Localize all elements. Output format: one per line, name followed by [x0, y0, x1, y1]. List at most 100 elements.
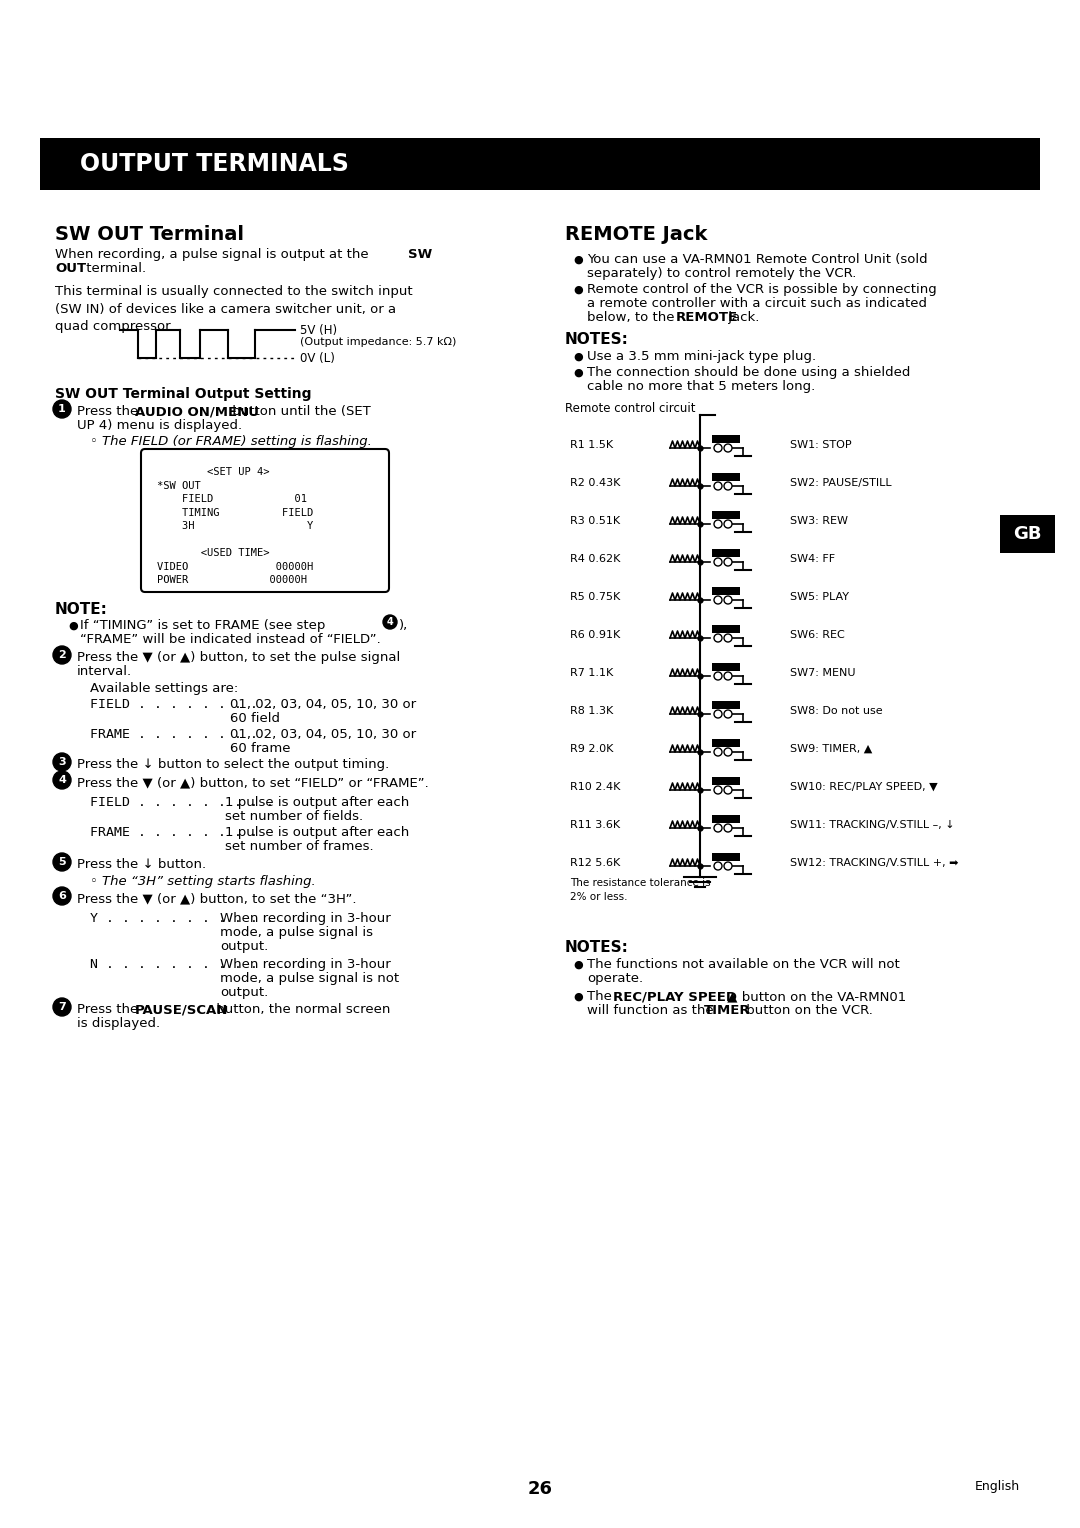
Text: 2% or less.: 2% or less.: [570, 892, 627, 902]
Text: Press the ↓ button to select the output timing.: Press the ↓ button to select the output …: [77, 758, 389, 772]
Text: 5: 5: [58, 857, 66, 866]
Text: R1 1.5K: R1 1.5K: [570, 440, 613, 451]
Circle shape: [714, 785, 723, 795]
Text: ◦: ◦: [90, 876, 106, 888]
Text: button on the VCR.: button on the VCR.: [742, 1004, 873, 1018]
Text: Available settings are:: Available settings are:: [90, 681, 239, 695]
Circle shape: [714, 862, 723, 869]
Text: button until the (SET: button until the (SET: [228, 405, 370, 419]
Text: output.: output.: [220, 986, 268, 999]
Bar: [712, 510, 740, 520]
Text: separately) to control remotely the VCR.: separately) to control remotely the VCR.: [588, 267, 856, 280]
FancyBboxPatch shape: [141, 449, 389, 591]
Text: SW OUT Terminal: SW OUT Terminal: [55, 225, 244, 244]
Text: NOTE:: NOTE:: [55, 602, 108, 617]
Bar: [712, 625, 740, 633]
Circle shape: [53, 646, 71, 665]
Text: R8 1.3K: R8 1.3K: [570, 706, 613, 717]
Circle shape: [714, 481, 723, 490]
Text: output.: output.: [220, 940, 268, 953]
Text: ●: ●: [573, 351, 583, 362]
Text: 2: 2: [58, 649, 66, 660]
Text: POWER             00000H: POWER 00000H: [157, 575, 307, 585]
Circle shape: [724, 749, 732, 756]
Text: The “3H” setting starts flashing.: The “3H” setting starts flashing.: [102, 876, 315, 888]
Circle shape: [714, 711, 723, 718]
Text: REMOTE Jack: REMOTE Jack: [565, 225, 707, 244]
Text: REC/PLAY SPEED: REC/PLAY SPEED: [613, 990, 737, 1002]
Text: 60 frame: 60 frame: [230, 743, 291, 755]
Text: ),: ),: [399, 619, 408, 633]
Text: SW OUT Terminal Output Setting: SW OUT Terminal Output Setting: [55, 387, 311, 400]
Circle shape: [724, 596, 732, 604]
Text: R7 1.1K: R7 1.1K: [570, 668, 613, 678]
Text: Use a 3.5 mm mini-jack type plug.: Use a 3.5 mm mini-jack type plug.: [588, 350, 816, 364]
Text: 3H                  Y: 3H Y: [157, 521, 313, 532]
Text: You can use a VA-RMN01 Remote Control Unit (sold: You can use a VA-RMN01 Remote Control Un…: [588, 254, 928, 266]
Text: set number of fields.: set number of fields.: [225, 810, 363, 824]
Text: 4: 4: [387, 617, 393, 626]
Text: 01, 02, 03, 04, 05, 10, 30 or: 01, 02, 03, 04, 05, 10, 30 or: [230, 727, 416, 741]
Text: Press the ▼ (or ▲) button, to set the “3H”.: Press the ▼ (or ▲) button, to set the “3…: [77, 892, 356, 905]
Text: below, to the: below, to the: [588, 312, 678, 324]
Text: 1: 1: [58, 403, 66, 414]
Text: TIMER: TIMER: [704, 1004, 751, 1018]
Text: FIELD . . . . . . . . .: FIELD . . . . . . . . .: [90, 796, 274, 808]
Text: English: English: [975, 1481, 1020, 1493]
Text: a remote controller with a circuit such as indicated: a remote controller with a circuit such …: [588, 296, 927, 310]
Circle shape: [53, 772, 71, 788]
Bar: [712, 549, 740, 558]
Circle shape: [724, 711, 732, 718]
Text: R4 0.62K: R4 0.62K: [570, 555, 620, 564]
Text: interval.: interval.: [77, 665, 132, 678]
Text: 01, 02, 03, 04, 05, 10, 30 or: 01, 02, 03, 04, 05, 10, 30 or: [230, 698, 416, 711]
Circle shape: [724, 520, 732, 529]
Text: ◦: ◦: [90, 435, 106, 448]
Text: terminal.: terminal.: [82, 261, 146, 275]
Text: VIDEO              00000H: VIDEO 00000H: [157, 561, 313, 571]
Bar: [712, 701, 740, 709]
Text: FIELD . . . . . . . . . .: FIELD . . . . . . . . . .: [90, 698, 291, 711]
Circle shape: [724, 824, 732, 833]
Text: FRAME . . . . . . . .: FRAME . . . . . . . .: [90, 827, 258, 839]
Text: NOTES:: NOTES:: [565, 940, 629, 955]
Text: SW6: REC: SW6: REC: [789, 630, 845, 640]
Text: SW1: STOP: SW1: STOP: [789, 440, 852, 451]
Bar: [712, 740, 740, 747]
Bar: [712, 814, 740, 824]
Text: Press the ▼ (or ▲) button, to set “FIELD” or “FRAME”.: Press the ▼ (or ▲) button, to set “FIELD…: [77, 776, 429, 788]
Circle shape: [714, 520, 723, 529]
Circle shape: [714, 445, 723, 452]
Text: PAUSE/SCAN: PAUSE/SCAN: [135, 1002, 228, 1016]
Text: REMOTE: REMOTE: [676, 312, 738, 324]
Text: N . . . . . . . . . . . . .: N . . . . . . . . . . . . .: [90, 958, 306, 970]
Bar: [40, 138, 1040, 189]
Circle shape: [714, 634, 723, 642]
Text: ●: ●: [573, 960, 583, 970]
Text: TIMING          FIELD: TIMING FIELD: [157, 507, 313, 518]
Text: AUDIO ON/MENU: AUDIO ON/MENU: [135, 405, 259, 419]
Text: 60 field: 60 field: [230, 712, 280, 724]
Text: 0V (L): 0V (L): [300, 351, 335, 365]
Text: Y . . . . . . . . . . . . .: Y . . . . . . . . . . . . .: [90, 912, 306, 924]
Text: GB: GB: [1013, 526, 1042, 542]
Text: cable no more that 5 meters long.: cable no more that 5 meters long.: [588, 380, 815, 393]
Text: Press the ↓ button.: Press the ↓ button.: [77, 859, 206, 871]
Text: SW9: TIMER, ▲: SW9: TIMER, ▲: [789, 744, 873, 753]
Text: R12 5.6K: R12 5.6K: [570, 859, 620, 868]
Text: The FIELD (or FRAME) setting is flashing.: The FIELD (or FRAME) setting is flashing…: [102, 435, 372, 448]
Circle shape: [714, 749, 723, 756]
Circle shape: [53, 853, 71, 871]
Text: 26: 26: [527, 1481, 553, 1497]
Text: SW4: FF: SW4: FF: [789, 555, 835, 564]
Text: SW12: TRACKING/V.STILL +, ➡: SW12: TRACKING/V.STILL +, ➡: [789, 859, 959, 868]
Text: SW11: TRACKING/V.STILL –, ↓: SW11: TRACKING/V.STILL –, ↓: [789, 821, 955, 830]
Text: (Output impedance: 5.7 kΩ): (Output impedance: 5.7 kΩ): [300, 338, 457, 347]
Bar: [712, 587, 740, 594]
Bar: [712, 778, 740, 785]
Text: The resistance tolerance is: The resistance tolerance is: [570, 879, 711, 888]
Text: When recording, a pulse signal is output at the: When recording, a pulse signal is output…: [55, 248, 373, 261]
Bar: [712, 474, 740, 481]
Text: R9 2.0K: R9 2.0K: [570, 744, 613, 753]
Circle shape: [724, 785, 732, 795]
